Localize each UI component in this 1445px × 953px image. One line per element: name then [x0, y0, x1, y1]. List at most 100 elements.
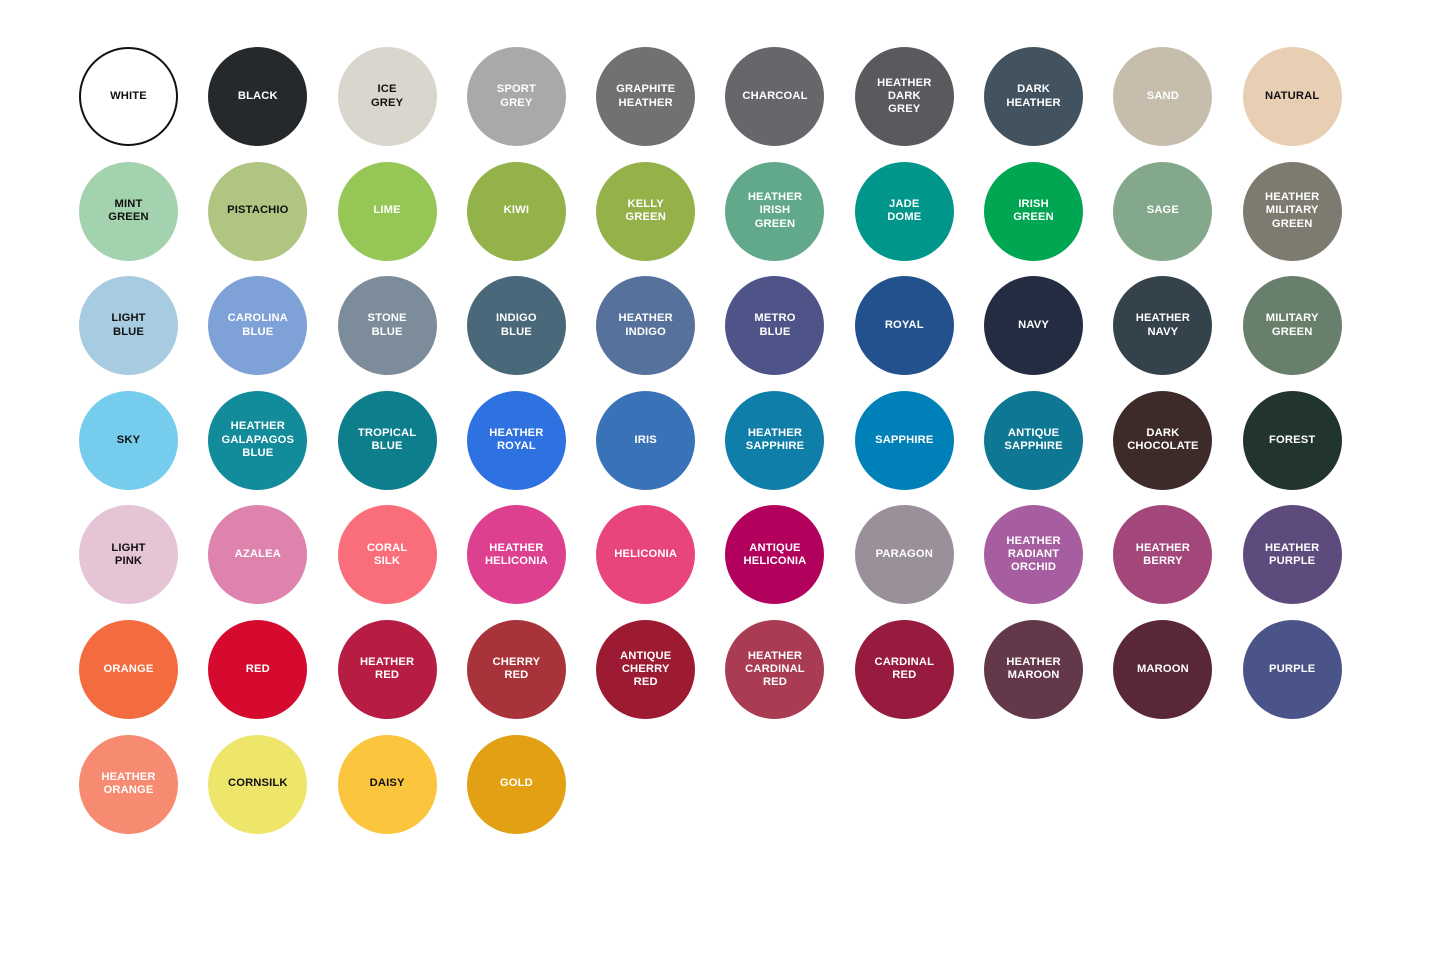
- color-swatch-label: CHERRY RED: [492, 656, 541, 682]
- color-swatch[interactable]: ANTIQUE CHERRY RED: [596, 619, 696, 719]
- color-swatch[interactable]: ANTIQUE SAPPHIRE: [984, 390, 1084, 490]
- color-swatch-label: MINT GREEN: [108, 197, 149, 224]
- color-swatch[interactable]: FOREST: [1242, 390, 1342, 490]
- color-swatch-label: HEATHER BERRY: [1135, 541, 1191, 567]
- color-swatch-label: ANTIQUE CHERRY RED: [619, 649, 672, 689]
- color-swatch[interactable]: HEATHER GALAPAGOS BLUE: [208, 390, 308, 490]
- color-swatch[interactable]: CHERRY RED: [466, 619, 566, 719]
- color-swatch-label: DARK HEATHER: [1006, 83, 1061, 109]
- color-swatch-label: METRO BLUE: [754, 312, 796, 338]
- color-swatch[interactable]: HEATHER SAPPHIRE: [725, 390, 825, 490]
- color-swatch[interactable]: LIME: [337, 161, 437, 261]
- color-swatch[interactable]: HELICONIA: [596, 505, 696, 605]
- color-swatch[interactable]: ROYAL: [854, 276, 954, 376]
- color-swatch-label: INDIGO BLUE: [496, 312, 537, 338]
- color-swatch[interactable]: NATURAL: [1242, 47, 1342, 146]
- color-swatch[interactable]: KIWI: [466, 161, 566, 261]
- color-swatch[interactable]: WHITE: [79, 47, 178, 146]
- color-swatch[interactable]: SPORT GREY: [466, 47, 566, 146]
- color-swatch[interactable]: ICE GREY: [337, 47, 437, 146]
- color-swatch[interactable]: HEATHER DARK GREY: [854, 47, 954, 146]
- color-swatch-label: CHARCOAL: [742, 89, 808, 102]
- color-swatch[interactable]: HEATHER NAVY: [1113, 276, 1213, 376]
- color-swatch-label: HEATHER ORANGE: [101, 770, 156, 797]
- color-swatch[interactable]: HEATHER IRISH GREEN: [725, 161, 825, 261]
- color-swatch[interactable]: STONE BLUE: [337, 276, 437, 376]
- color-swatch[interactable]: CAROLINA BLUE: [208, 276, 308, 376]
- color-swatch-label: HEATHER MAROON: [1006, 656, 1061, 682]
- color-swatch-label: KELLY GREEN: [625, 197, 666, 224]
- color-swatch[interactable]: DARK CHOCOLATE: [1113, 390, 1213, 490]
- color-swatch[interactable]: KELLY GREEN: [596, 161, 696, 261]
- color-swatch[interactable]: HEATHER RADIANT ORCHID: [984, 505, 1084, 605]
- color-swatch-label: MILITARY GREEN: [1265, 312, 1319, 338]
- color-swatch[interactable]: PISTACHIO: [208, 161, 308, 261]
- color-swatch[interactable]: SAND: [1113, 47, 1213, 146]
- color-swatch[interactable]: GRAPHITE HEATHER: [596, 47, 696, 146]
- color-swatch[interactable]: BLACK: [208, 47, 308, 146]
- color-swatch-label: HEATHER RADIANT ORCHID: [1006, 535, 1061, 574]
- color-swatch[interactable]: DARK HEATHER: [984, 47, 1084, 146]
- color-swatch[interactable]: MAROON: [1113, 619, 1213, 719]
- color-swatch[interactable]: SKY: [79, 390, 178, 490]
- color-swatch[interactable]: HEATHER RED: [337, 619, 437, 719]
- color-swatch[interactable]: MINT GREEN: [79, 161, 178, 261]
- color-swatch[interactable]: SAPPHIRE: [854, 390, 954, 490]
- color-swatch-label: SKY: [116, 433, 141, 446]
- color-swatch[interactable]: CARDINAL RED: [854, 619, 954, 719]
- color-swatch[interactable]: CORNSILK: [208, 734, 308, 834]
- color-swatch[interactable]: AZALEA: [208, 505, 308, 605]
- color-swatch-label: HELICONIA: [614, 548, 678, 561]
- color-swatch-label: AZALEA: [234, 548, 281, 561]
- color-swatch[interactable]: ANTIQUE HELICONIA: [725, 505, 825, 605]
- color-swatch[interactable]: RED: [208, 619, 308, 719]
- color-swatch[interactable]: TROPICAL BLUE: [337, 390, 437, 490]
- color-swatch[interactable]: INDIGO BLUE: [466, 276, 566, 376]
- color-swatch[interactable]: HEATHER INDIGO: [596, 276, 696, 376]
- color-swatch-label: CORAL SILK: [366, 541, 408, 567]
- color-swatch-label: HEATHER IRISH GREEN: [747, 191, 803, 230]
- color-swatch-label: HEATHER ROYAL: [489, 427, 544, 453]
- swatch-grid: WHITE BLACK ICE GREY SPORT GREY GRAPHITE HEA…: [79, 47, 1369, 849]
- color-swatch[interactable]: METRO BLUE: [725, 276, 825, 376]
- color-swatch-label: IRISH GREEN: [1013, 197, 1054, 224]
- color-swatch[interactable]: HEATHER HELICONIA: [466, 505, 566, 605]
- color-swatch-label: STONE BLUE: [367, 312, 407, 338]
- color-swatch-label: HEATHER PURPLE: [1265, 541, 1320, 567]
- color-swatch[interactable]: NAVY: [984, 276, 1084, 376]
- color-swatch-label: SAGE: [1146, 204, 1180, 217]
- color-swatch[interactable]: HEATHER ROYAL: [466, 390, 566, 490]
- color-swatch[interactable]: MILITARY GREEN: [1242, 276, 1342, 376]
- color-swatch[interactable]: SAGE: [1113, 161, 1213, 261]
- color-swatch[interactable]: PURPLE: [1242, 619, 1342, 719]
- color-swatch[interactable]: LIGHT PINK: [79, 505, 178, 605]
- color-swatch-label: ANTIQUE SAPPHIRE: [1004, 427, 1063, 453]
- color-swatch[interactable]: DAISY: [337, 734, 437, 834]
- color-swatch-label: HEATHER SAPPHIRE: [745, 427, 805, 453]
- color-swatch-label: GOLD: [499, 777, 533, 790]
- color-swatch[interactable]: HEATHER PURPLE: [1242, 505, 1342, 605]
- color-swatch-label: ICE GREY: [370, 83, 404, 109]
- color-swatch-label: NAVY: [1018, 319, 1049, 332]
- color-swatch[interactable]: GOLD: [466, 734, 566, 834]
- color-swatch-label: HEATHER NAVY: [1135, 312, 1191, 338]
- color-swatch[interactable]: CHARCOAL: [725, 47, 825, 146]
- color-swatch-label: ROYAL: [884, 319, 924, 332]
- color-swatch[interactable]: IRIS: [596, 390, 696, 490]
- color-swatch[interactable]: JADE DOME: [854, 161, 954, 261]
- color-swatch[interactable]: HEATHER ORANGE: [79, 734, 178, 834]
- color-swatch-label: IRIS: [634, 433, 657, 446]
- color-swatch[interactable]: ORANGE: [79, 619, 178, 719]
- color-swatch[interactable]: HEATHER MAROON: [984, 619, 1084, 719]
- color-swatch[interactable]: HEATHER CARDINAL RED: [725, 619, 825, 719]
- color-swatch-label: LIGHT PINK: [111, 541, 146, 567]
- color-swatch[interactable]: HEATHER MILITARY GREEN: [1242, 161, 1342, 261]
- color-swatch[interactable]: LIGHT BLUE: [79, 276, 178, 376]
- color-swatch[interactable]: CORAL SILK: [337, 505, 437, 605]
- color-swatch[interactable]: PARAGON: [854, 505, 954, 605]
- color-swatch-label: ORANGE: [103, 662, 154, 675]
- color-swatch-label: PARAGON: [875, 548, 933, 561]
- color-swatch-label: WHITE: [110, 89, 147, 102]
- color-swatch[interactable]: HEATHER BERRY: [1113, 505, 1213, 605]
- color-swatch[interactable]: IRISH GREEN: [984, 161, 1084, 261]
